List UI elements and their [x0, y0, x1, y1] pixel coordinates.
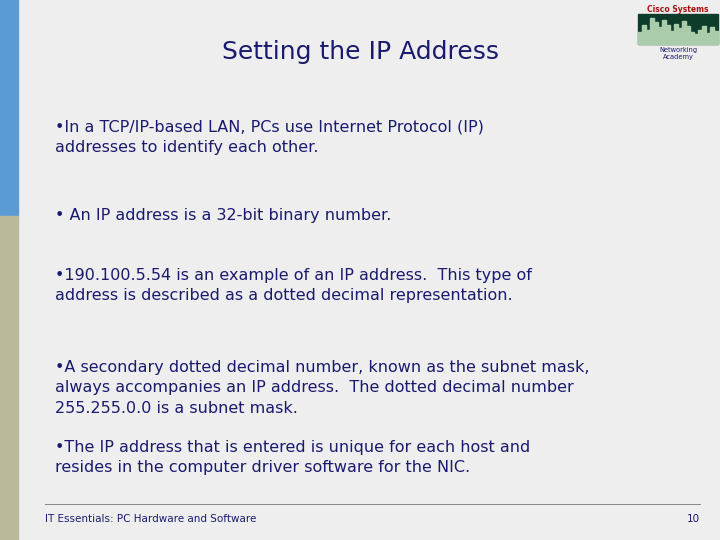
Text: Cisco Systems: Cisco Systems	[647, 4, 708, 14]
Text: •190.100.5.54 is an example of an IP address.  This type of
address is described: •190.100.5.54 is an example of an IP add…	[55, 268, 532, 303]
Text: IT Essentials: PC Hardware and Software: IT Essentials: PC Hardware and Software	[45, 514, 256, 524]
Bar	[686, 26, 690, 44]
Bar	[698, 30, 701, 44]
Bar	[0, 216, 18, 540]
Bar	[642, 25, 646, 44]
Bar	[675, 24, 678, 44]
Bar	[667, 25, 670, 44]
Bar	[647, 30, 649, 44]
Bar	[711, 27, 714, 44]
Bar	[654, 22, 657, 44]
Bar	[706, 33, 710, 44]
Bar	[683, 21, 685, 44]
Text: Setting the IP Address: Setting the IP Address	[222, 40, 498, 64]
Text: •The IP address that is entered is unique for each host and
resides in the compu: •The IP address that is entered is uniqu…	[55, 440, 530, 475]
Text: Networking
Academy: Networking Academy	[659, 47, 697, 60]
Bar	[670, 31, 674, 44]
Bar	[638, 14, 718, 44]
Bar	[678, 29, 682, 44]
Bar	[639, 32, 642, 44]
Bar	[690, 32, 693, 44]
Bar	[658, 27, 662, 44]
Text: •In a TCP/IP-based LAN, PCs use Internet Protocol (IP)
addresses to identify eac: •In a TCP/IP-based LAN, PCs use Internet…	[55, 120, 484, 156]
Bar	[703, 26, 706, 44]
Text: •A secondary dotted decimal number, known as the subnet mask,
always accompanies: •A secondary dotted decimal number, know…	[55, 360, 590, 416]
Bar	[650, 18, 654, 44]
Text: • An IP address is a 32-bit binary number.: • An IP address is a 32-bit binary numbe…	[55, 208, 392, 223]
Bar	[694, 35, 698, 44]
Bar	[714, 31, 718, 44]
Text: 10: 10	[687, 514, 700, 524]
Bar	[662, 20, 665, 44]
Bar	[0, 0, 18, 216]
